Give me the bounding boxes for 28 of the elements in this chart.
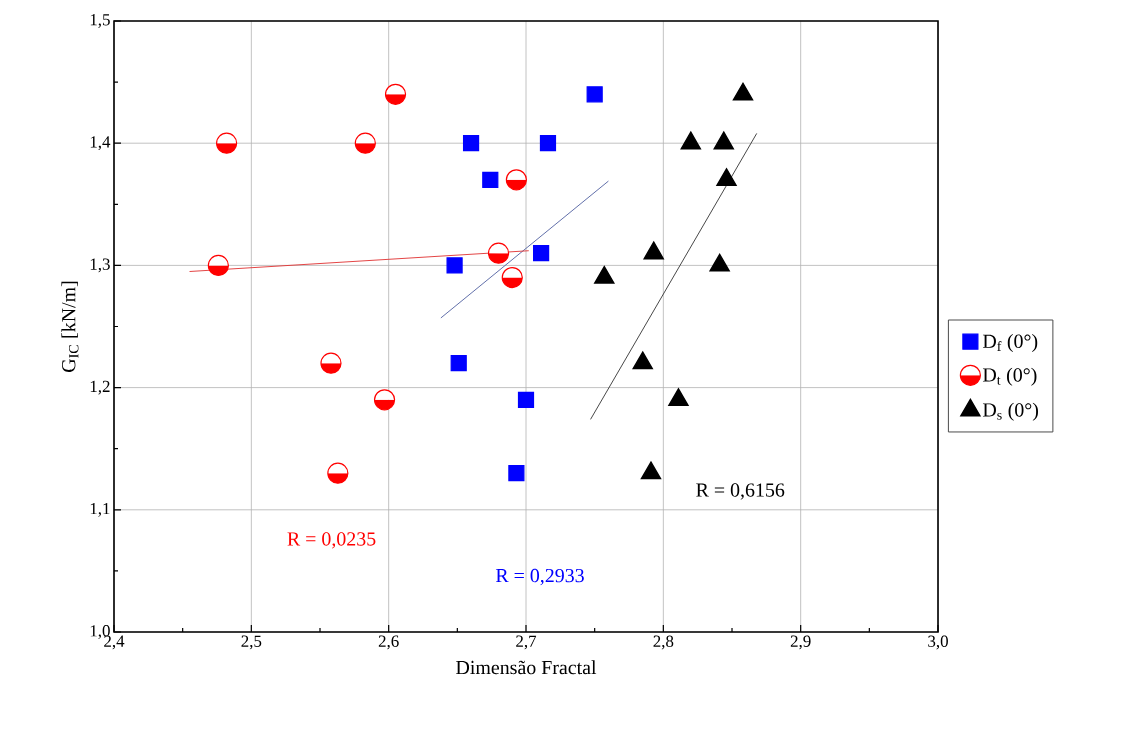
legend-label: D$_{s}$ (0°) (982, 402, 1039, 421)
x-axis-title: Dimensão Fractal (456, 660, 597, 675)
x-tick-label: 2,6 (378, 635, 399, 650)
annotation: R = 0,0235 (287, 532, 376, 549)
point (517, 391, 535, 408)
x-tick-label: 2,7 (516, 635, 537, 650)
y-tick-label: 1,4 (90, 136, 111, 151)
y-tick-label: 1,2 (90, 380, 110, 395)
point (446, 257, 463, 274)
x-tick-label: 2,5 (241, 635, 262, 650)
point (533, 245, 550, 262)
legend-label: D$_{t}$ (0°) (982, 367, 1037, 386)
point (482, 171, 499, 188)
point (586, 86, 603, 103)
x-tick-label: 2,9 (790, 635, 811, 650)
annotation: R = 0,2933 (495, 568, 584, 586)
point (462, 135, 480, 152)
legend-label: D$_{f}$ (0°) (982, 333, 1038, 353)
point (508, 465, 525, 482)
y-tick-label: 1,5 (90, 14, 110, 28)
y-tick-label: 1,3 (90, 258, 110, 273)
x-tick-label: 2,8 (653, 635, 674, 650)
point (450, 355, 467, 372)
x-tick-label: 3,0 (928, 635, 948, 650)
y-tick-label: 1,1 (90, 502, 110, 517)
point (539, 135, 557, 152)
annotation: R = 0,6156 (696, 483, 785, 500)
y-axis-title: G$_{IC}$ [kN/m] (61, 281, 79, 372)
